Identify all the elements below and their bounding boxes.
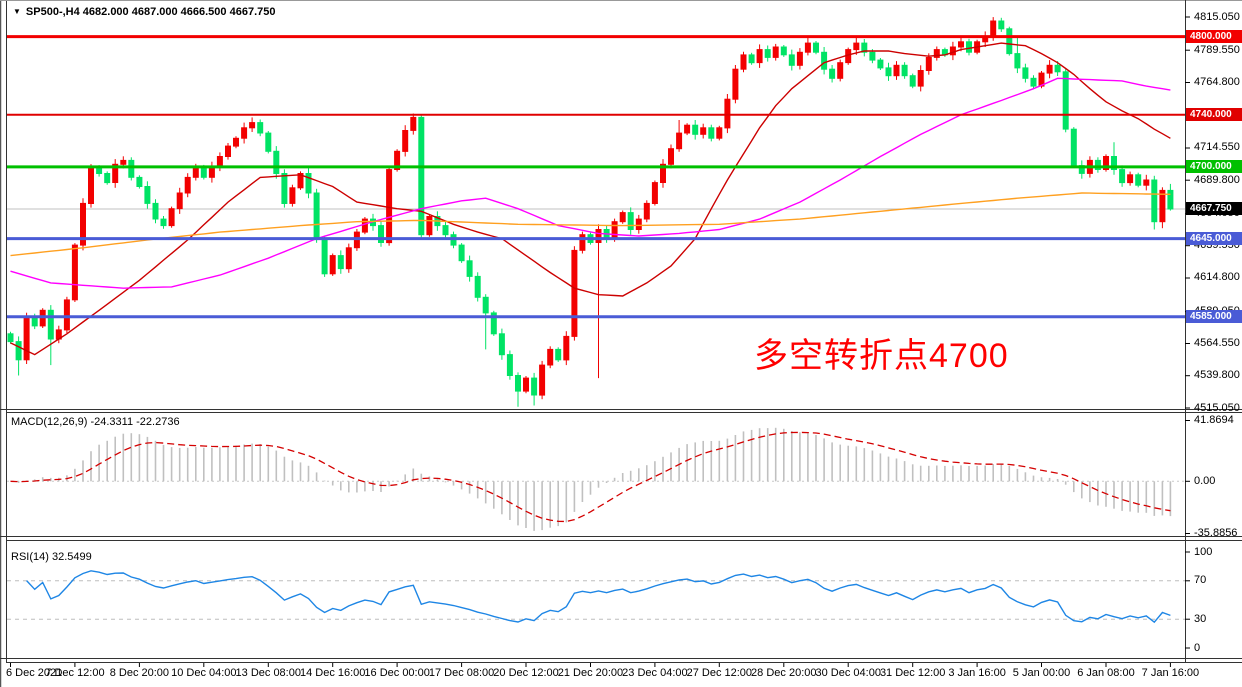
price-tick-label: 4764.800 [1194,75,1240,88]
chart-title: ▼ SP500-,H4 4682.000 4687.000 4666.500 46… [13,6,275,18]
rsi-line [26,570,1171,624]
rsi-tick-label: 100 [1194,545,1213,558]
time-label: 17 Dec 08:00 [428,667,495,679]
time-label: 8 Dec 20:00 [109,667,170,679]
time-label: 10 Dec 04:00 [171,667,237,679]
medium-ma-line [10,77,1171,289]
price-badge-4800: 4800.000 [1186,30,1242,44]
time-label: 30 Dec 04:00 [815,667,881,679]
price-badge-4740: 4740.000 [1186,108,1242,122]
macd-tick-label: 41.8694 [1194,414,1234,426]
rsi-indicator-label: RSI(14) 32.5499 [11,551,92,563]
symbol-dropdown-triangle-icon[interactable]: ▼ [13,7,21,16]
time-label: 31 Dec 12:00 [879,667,946,679]
time-label: 14 Dec 16:00 [299,667,366,679]
time-label: 5 Jan 00:00 [1012,667,1071,679]
axis-tick-marks [10,16,1190,667]
time-label: 20 Dec 12:00 [493,667,559,679]
price-tick-label: 4614.800 [1194,271,1240,284]
price-badge-4700: 4700.000 [1186,160,1242,174]
rsi-tick-label: 70 [1194,574,1207,587]
price-badge-4645: 4645.000 [1186,232,1242,246]
rsi-tick-label: 30 [1194,612,1207,625]
time-label: 7 Dec 12:00 [45,667,105,679]
price-tick-label: 4539.800 [1194,369,1240,382]
macd-tick-label: -35.8856 [1194,527,1238,539]
time-label: 28 Dec 20:00 [751,667,817,679]
slow-ma-line [10,192,1171,257]
macd-histogram [17,427,1172,531]
macd-signal-line [10,431,1171,523]
time-label: 6 Dec 2021 [6,667,63,679]
time-label: 3 Jan 16:00 [948,667,1006,679]
price-tick-label: 4714.550 [1194,141,1240,154]
price-tick-label: 4515.050 [1194,401,1240,414]
ohlc-readout: SP500-,H4 4682.000 4687.000 4666.500 466… [25,6,276,18]
price-tick-label: 4789.550 [1194,43,1240,56]
chart-annotation-text: 多空转折点4700 [754,337,1009,375]
price-tick-label: 4564.550 [1194,336,1240,349]
macd-indicator-label: MACD(12,26,9) -24.3311 -22.2736 [11,416,180,428]
macd-tick-label: 0.00 [1194,474,1216,487]
time-label: 6 Jan 08:00 [1077,667,1135,679]
current-price-badge: 4667.750 [1186,202,1242,216]
rsi-tick-label: 0 [1194,641,1201,654]
price-tick-label: 4689.800 [1194,173,1240,186]
price-tick-label: 4815.050 [1194,10,1240,23]
time-label: 13 Dec 08:00 [235,667,301,679]
time-label: 16 Dec 00:00 [364,667,430,679]
time-label: 7 Jan 16:00 [1141,667,1200,679]
time-label: 23 Dec 04:00 [622,667,688,679]
fast-ma-line [10,42,1171,356]
time-label: 21 Dec 20:00 [557,667,624,679]
time-label: 27 Dec 12:00 [686,667,753,679]
price-badge-4585: 4585.000 [1186,310,1242,324]
